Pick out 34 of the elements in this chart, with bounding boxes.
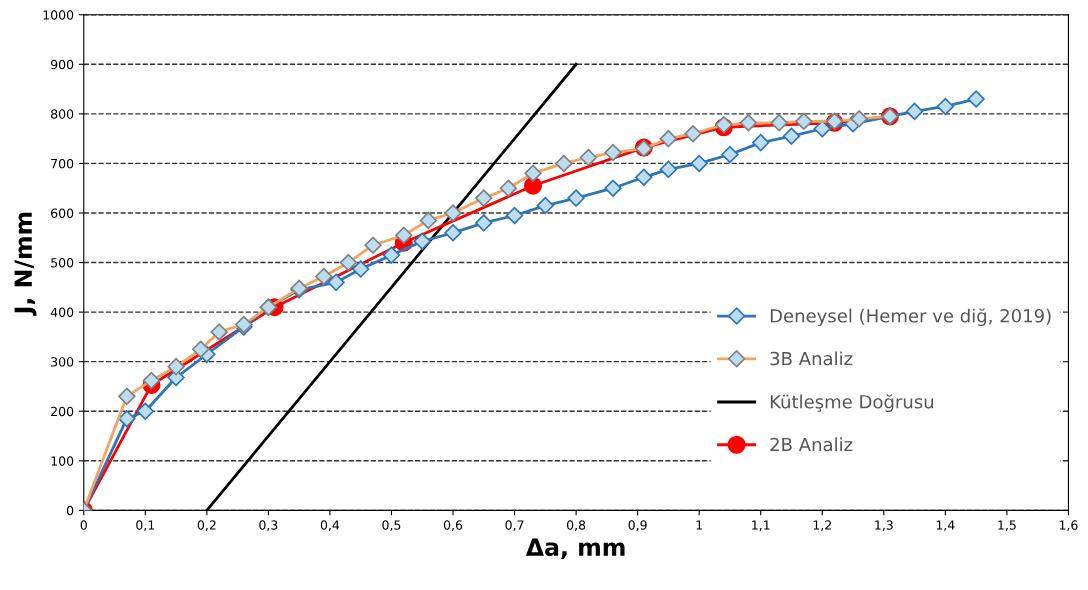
x-tick-label: 1,1: [752, 520, 770, 532]
x-axis-title: Δa, mm: [525, 538, 625, 560]
y-tick-label: 1000: [43, 10, 74, 20]
x-tick-label: 0,1: [136, 520, 155, 532]
legend-label: 2B Analiz: [770, 437, 853, 452]
y-tick-label: 700: [51, 158, 74, 169]
x-tick-label: 0,3: [259, 520, 278, 532]
y-tick-label: 600: [51, 208, 74, 218]
legend-label: Deneysel (Hemer ve diğ, 2019): [770, 308, 1051, 327]
x-tick-label: 1,5: [998, 520, 1016, 532]
x-tick-label: 0,4: [320, 520, 340, 532]
x-tick-label: 0: [80, 520, 87, 530]
y-axis-title: J, N/mm: [14, 212, 37, 316]
y-tick-label: 300: [51, 357, 74, 367]
legend-label: Kütleşme Doğrusu: [770, 394, 934, 413]
x-tick-label: 0,8: [566, 520, 586, 532]
y-tick-label: 800: [51, 109, 74, 119]
y-tick-label: 900: [50, 59, 74, 70]
x-tick-label: 1,3: [875, 520, 893, 532]
x-tick-label: 1,6: [1059, 520, 1078, 532]
x-tick-label: 0,5: [382, 520, 401, 532]
x-tick-label: 0,2: [197, 520, 216, 532]
y-tick-label: 200: [51, 406, 74, 417]
y-tick-label: 400: [50, 307, 74, 318]
x-tick-label: 1,4: [936, 520, 955, 532]
x-tick-label: 1: [696, 520, 702, 530]
y-tick-label: 500: [51, 258, 74, 268]
x-tick-label: 0,6: [443, 520, 463, 532]
x-tick-label: 0,7: [505, 520, 524, 532]
x-tick-label: 1,2: [813, 520, 831, 532]
x-tick-label: 0,9: [628, 520, 647, 532]
y-tick-label: 0: [66, 505, 74, 516]
legend-label: 3B Analiz: [770, 351, 853, 366]
y-tick-label: 100: [51, 456, 74, 466]
